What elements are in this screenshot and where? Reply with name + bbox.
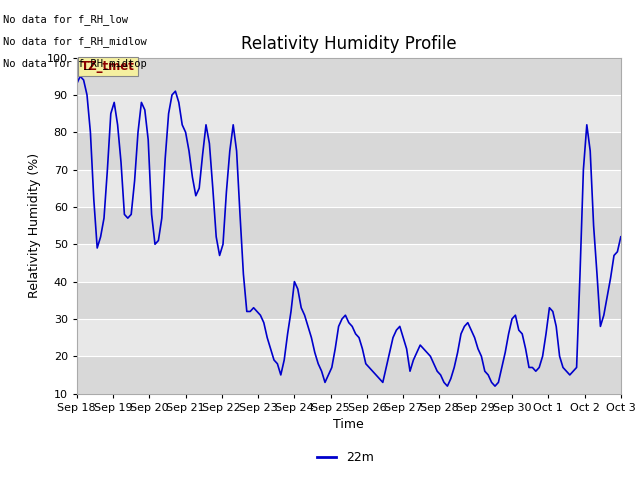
Bar — [77, 169, 621, 207]
Text: No data for f_RH_midlow: No data for f_RH_midlow — [3, 36, 147, 47]
Title: Relativity Humidity Profile: Relativity Humidity Profile — [241, 35, 456, 53]
Text: No data for f_RH_midtop: No data for f_RH_midtop — [3, 58, 147, 69]
Text: TZ_tmet: TZ_tmet — [81, 60, 135, 73]
Bar — [77, 58, 621, 95]
Text: No data for f_RH_low: No data for f_RH_low — [3, 14, 128, 25]
X-axis label: Time: Time — [333, 418, 364, 431]
Bar — [77, 282, 621, 319]
Bar — [77, 207, 621, 244]
Bar — [77, 319, 621, 356]
Bar — [77, 244, 621, 282]
Y-axis label: Relativity Humidity (%): Relativity Humidity (%) — [28, 153, 41, 298]
Bar — [77, 95, 621, 132]
Bar — [77, 356, 621, 394]
Bar — [77, 132, 621, 169]
Legend: 22m: 22m — [312, 446, 379, 469]
